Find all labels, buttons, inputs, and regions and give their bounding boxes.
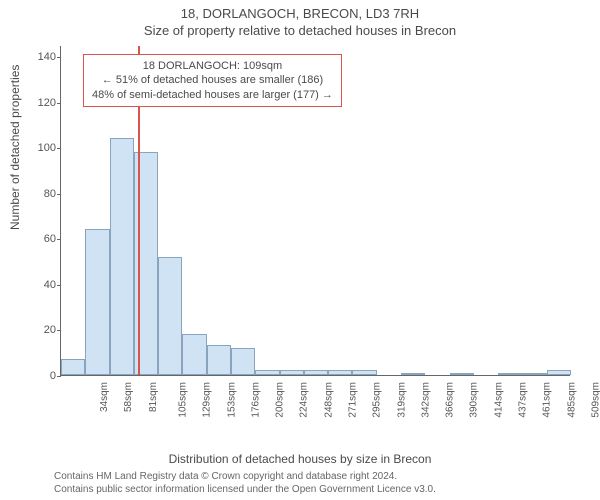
y-tick-label: 60	[44, 233, 56, 245]
y-tick-label: 100	[38, 142, 56, 154]
y-tick-label: 80	[44, 188, 56, 200]
histogram-bar	[61, 359, 85, 375]
x-tick-label: 390sqm	[469, 382, 480, 418]
x-tick-label: 200sqm	[275, 382, 286, 418]
histogram-bar	[498, 373, 522, 375]
annot-line-3: 48% of semi-detached houses are larger (…	[92, 88, 333, 102]
x-tick-label: 366sqm	[445, 382, 456, 418]
histogram-bar	[182, 334, 206, 375]
plot-area: 02040608010012014034sqm58sqm81sqm105sqm1…	[60, 46, 570, 376]
footer-line-1: Contains HM Land Registry data © Crown c…	[54, 470, 436, 483]
histogram-bar	[328, 370, 352, 375]
histogram-bar	[547, 370, 571, 375]
histogram-bar	[110, 138, 134, 375]
y-tick-label: 40	[44, 279, 56, 291]
histogram-bar	[207, 345, 231, 375]
x-tick-label: 153sqm	[226, 382, 237, 418]
histogram-bar	[158, 257, 182, 375]
x-tick-label: 271sqm	[348, 382, 359, 418]
histogram-bar	[401, 373, 425, 375]
histogram-bar	[522, 373, 546, 375]
annotation-box: 18 DORLANGOCH: 109sqm← 51% of detached h…	[83, 54, 342, 107]
x-tick-label: 509sqm	[590, 382, 600, 418]
x-tick-label: 34sqm	[99, 382, 110, 412]
x-tick-label: 485sqm	[566, 382, 577, 418]
title-line-2: Size of property relative to detached ho…	[0, 21, 600, 38]
y-tick-label: 140	[38, 51, 56, 63]
x-tick-label: 129sqm	[202, 382, 213, 418]
histogram-bar	[450, 373, 474, 375]
x-tick-label: 295sqm	[372, 382, 383, 418]
y-tick-label: 0	[50, 370, 56, 382]
histogram-bar	[352, 370, 376, 375]
footer-line-2: Contains public sector information licen…	[54, 483, 436, 496]
title-line-1: 18, DORLANGOCH, BRECON, LD3 7RH	[0, 0, 600, 21]
x-tick-label: 58sqm	[123, 382, 134, 412]
x-tick-label: 224sqm	[299, 382, 310, 418]
x-axis-label: Distribution of detached houses by size …	[0, 452, 600, 466]
histogram-bar	[280, 370, 304, 375]
x-tick-label: 176sqm	[250, 382, 261, 418]
x-tick-label: 248sqm	[323, 382, 334, 418]
histogram-bar	[85, 229, 109, 375]
y-axis-label: Number of detached properties	[8, 65, 22, 230]
x-tick-label: 437sqm	[518, 382, 529, 418]
x-tick-label: 105sqm	[178, 382, 189, 418]
footer-attribution: Contains HM Land Registry data © Crown c…	[54, 470, 436, 496]
x-tick-label: 414sqm	[493, 382, 504, 418]
x-tick-label: 319sqm	[396, 382, 407, 418]
histogram-bar	[304, 370, 328, 375]
annot-line-2: ← 51% of detached houses are smaller (18…	[92, 73, 333, 87]
y-tick-label: 20	[44, 324, 56, 336]
x-tick-label: 81sqm	[148, 382, 159, 412]
y-tick-label: 120	[38, 97, 56, 109]
annot-line-1: 18 DORLANGOCH: 109sqm	[92, 59, 333, 73]
x-tick-label: 461sqm	[542, 382, 553, 418]
x-tick-label: 342sqm	[420, 382, 431, 418]
histogram-bar	[255, 370, 279, 375]
chart-plot: 02040608010012014034sqm58sqm81sqm105sqm1…	[60, 46, 570, 406]
histogram-bar	[231, 348, 255, 375]
